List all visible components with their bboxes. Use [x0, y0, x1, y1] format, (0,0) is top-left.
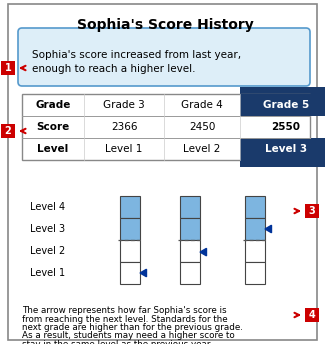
Text: Level 3: Level 3	[265, 144, 307, 154]
FancyBboxPatch shape	[240, 160, 325, 167]
Text: stay in the same level as the previous year.: stay in the same level as the previous y…	[22, 340, 212, 344]
Bar	[1, 124, 15, 138]
Text: Sophia's score increased from last year,: Sophia's score increased from last year,	[32, 50, 241, 60]
Bar	[120, 240, 140, 262]
Bar	[120, 196, 140, 218]
Bar	[180, 240, 200, 262]
Text: Grade 3: Grade 3	[103, 100, 145, 110]
Bar	[245, 262, 265, 284]
Polygon shape	[140, 269, 147, 277]
Bar	[1, 61, 15, 75]
Text: 2450: 2450	[189, 122, 215, 132]
Text: next grade are higher than for the previous grade.: next grade are higher than for the previ…	[22, 323, 243, 332]
Text: As a result, students may need a higher score to: As a result, students may need a higher …	[22, 332, 235, 341]
Bar	[245, 196, 265, 218]
Text: 2550: 2550	[271, 122, 301, 132]
Bar	[180, 218, 200, 240]
Text: 3: 3	[309, 206, 315, 216]
Bar	[180, 262, 200, 284]
Text: Score: Score	[36, 122, 70, 132]
Text: 2: 2	[5, 126, 11, 136]
Bar	[120, 218, 140, 240]
Text: enough to reach a higher level.: enough to reach a higher level.	[32, 64, 196, 74]
Polygon shape	[200, 248, 206, 256]
Text: Level 2: Level 2	[183, 144, 221, 154]
Text: 4: 4	[309, 310, 315, 320]
Text: Level 2: Level 2	[30, 246, 65, 256]
Text: Level 1: Level 1	[30, 268, 65, 278]
FancyBboxPatch shape	[18, 28, 310, 86]
Bar	[240, 138, 325, 160]
Bar	[245, 240, 265, 262]
Text: Sophia's Score History: Sophia's Score History	[77, 18, 254, 32]
Text: 2366: 2366	[111, 122, 137, 132]
Text: Level 3: Level 3	[30, 224, 65, 234]
Bar	[305, 204, 319, 218]
Polygon shape	[265, 225, 271, 233]
Text: Grade: Grade	[35, 100, 71, 110]
FancyBboxPatch shape	[240, 87, 325, 95]
Bar	[120, 262, 140, 284]
Bar	[245, 218, 265, 240]
Text: 1: 1	[5, 63, 11, 73]
Bar	[305, 308, 319, 322]
Text: The arrow represents how far Sophia's score is: The arrow represents how far Sophia's sc…	[22, 306, 227, 315]
Bar	[180, 196, 200, 218]
Text: from reaching the next level. Standards for the: from reaching the next level. Standards …	[22, 314, 227, 323]
Text: Grade 4: Grade 4	[181, 100, 223, 110]
Bar	[22, 94, 310, 160]
Bar	[240, 94, 325, 116]
Text: Level 4: Level 4	[30, 202, 65, 212]
Text: Level: Level	[37, 144, 69, 154]
Text: Level 1: Level 1	[105, 144, 143, 154]
Text: Grade 5: Grade 5	[263, 100, 309, 110]
